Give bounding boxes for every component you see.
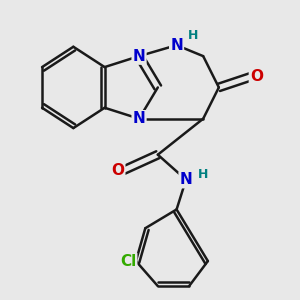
Text: Cl: Cl [120, 254, 136, 268]
Text: N: N [133, 49, 146, 64]
Text: O: O [250, 69, 263, 84]
Text: N: N [180, 172, 192, 187]
Text: H: H [188, 29, 198, 42]
Text: N: N [170, 38, 183, 53]
Text: O: O [111, 163, 124, 178]
Text: N: N [133, 111, 146, 126]
Text: H: H [198, 168, 208, 181]
